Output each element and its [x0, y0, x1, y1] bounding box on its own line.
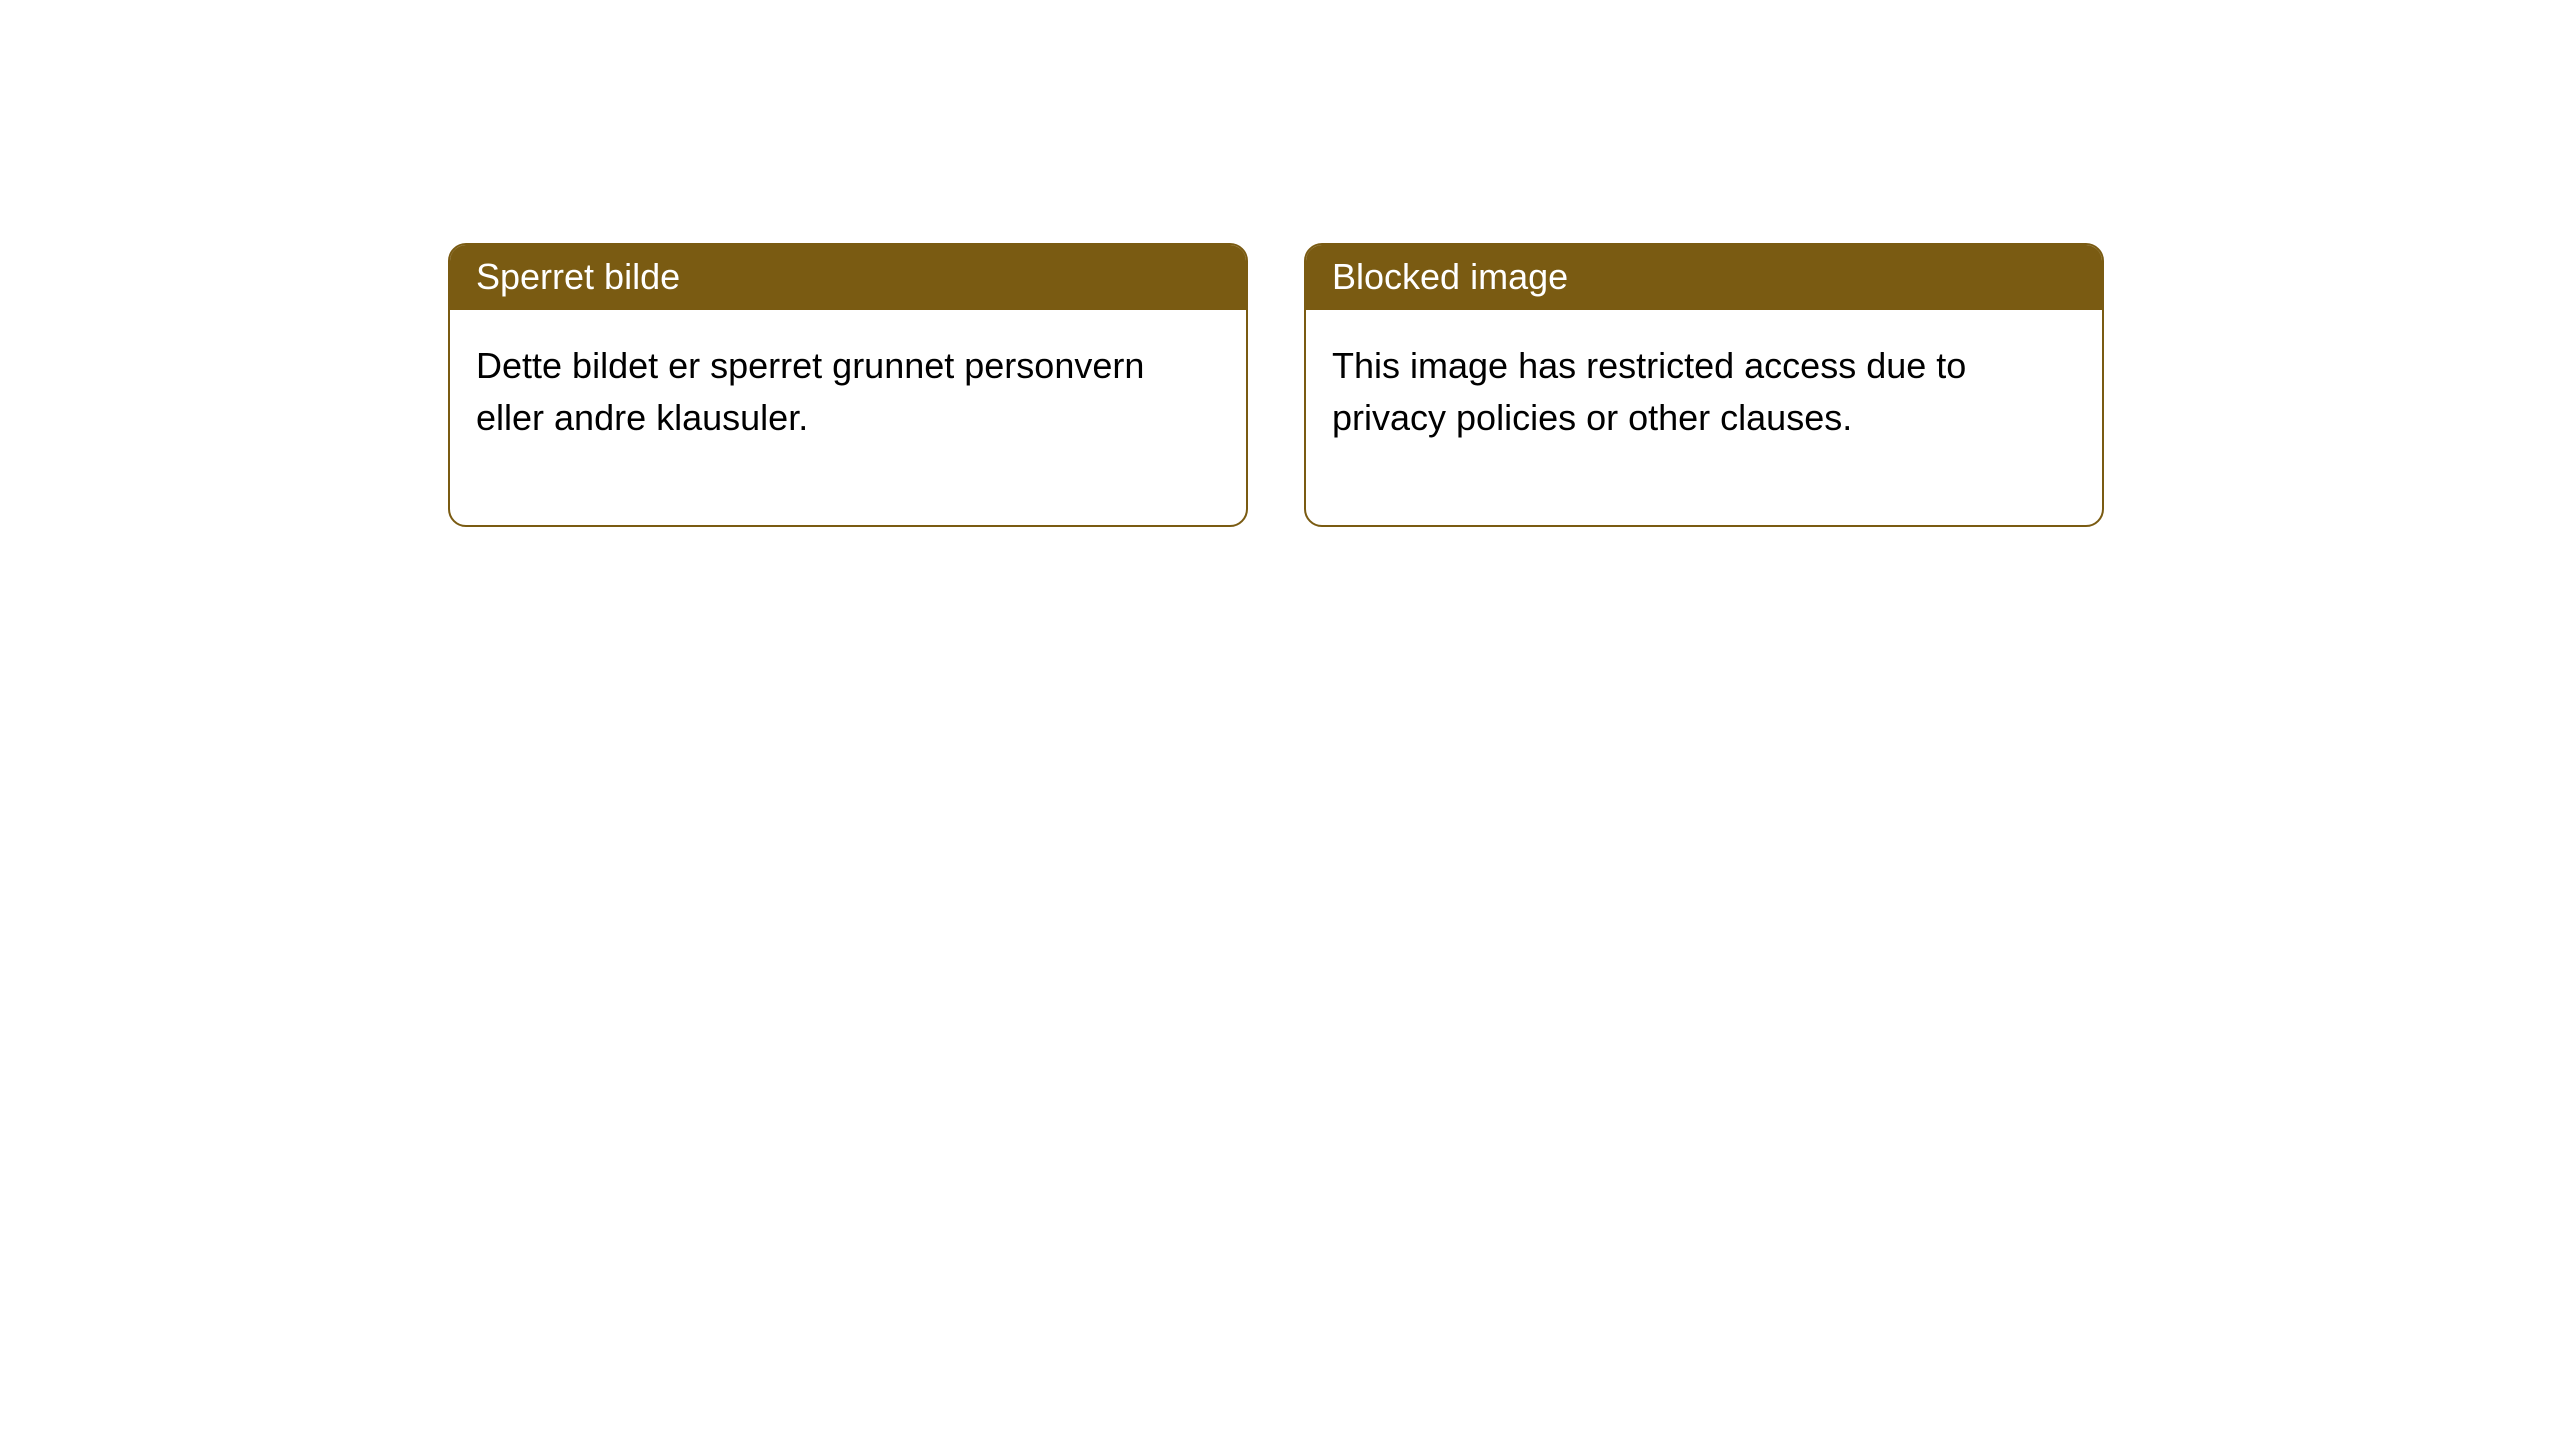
notice-card-norwegian: Sperret bilde Dette bildet er sperret gr…	[448, 243, 1248, 527]
card-title: Blocked image	[1306, 245, 2102, 310]
notice-card-english: Blocked image This image has restricted …	[1304, 243, 2104, 527]
card-title: Sperret bilde	[450, 245, 1246, 310]
card-body: Dette bildet er sperret grunnet personve…	[450, 310, 1246, 524]
card-body: This image has restricted access due to …	[1306, 310, 2102, 524]
notice-container: Sperret bilde Dette bildet er sperret gr…	[448, 243, 2560, 527]
